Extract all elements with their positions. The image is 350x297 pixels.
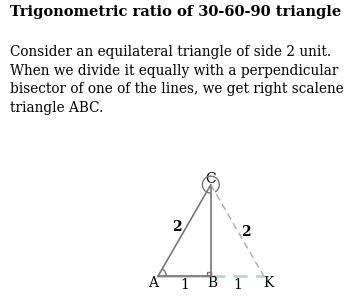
Text: 2: 2: [241, 225, 251, 239]
Text: 2: 2: [172, 220, 182, 234]
Text: 1: 1: [180, 278, 189, 292]
Text: C: C: [205, 172, 216, 186]
Text: K: K: [263, 276, 273, 290]
Text: Consider an equilateral triangle of side 2 unit.
When we divide it equally with : Consider an equilateral triangle of side…: [10, 45, 344, 115]
Text: Trigonometric ratio of 30-60-90 triangle: Trigonometric ratio of 30-60-90 triangle: [10, 5, 342, 19]
Text: A: A: [148, 276, 158, 290]
Text: 1: 1: [233, 278, 242, 292]
Bar: [206, 272, 211, 276]
Text: B: B: [207, 276, 217, 290]
